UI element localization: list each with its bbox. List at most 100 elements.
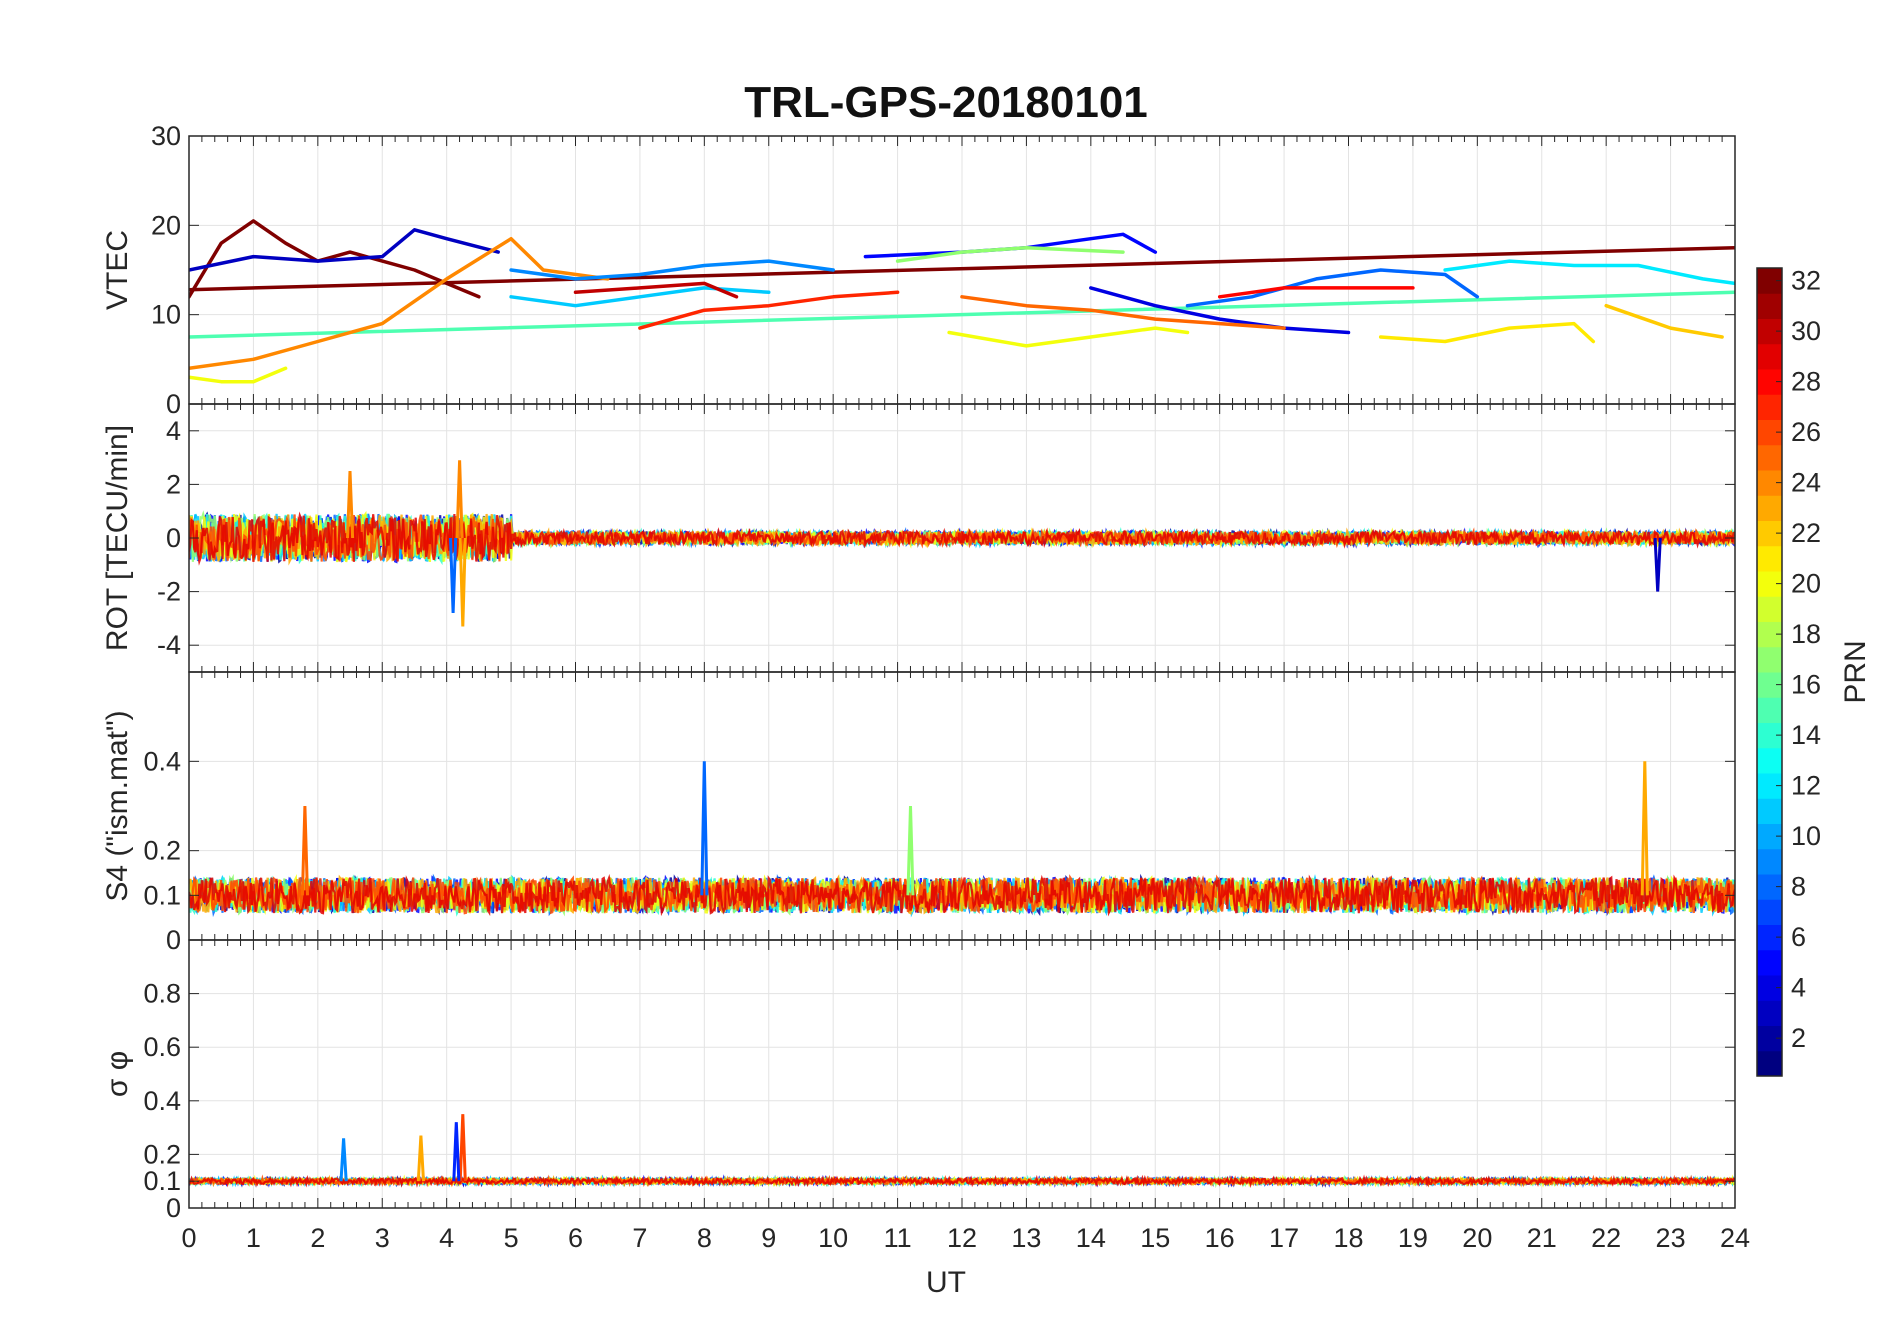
colorbar-label: PRN	[1839, 640, 1872, 703]
vtec-series-prn9	[509, 259, 835, 281]
y-tick-label: 0	[166, 925, 181, 955]
y-tick-label: 0.1	[143, 880, 181, 910]
spike-trace-prn3	[1653, 537, 1662, 592]
colorbar-tick-label: 24	[1791, 468, 1821, 498]
y-tick-label: 2	[166, 469, 181, 499]
y-tick-label: 0.6	[143, 1032, 181, 1062]
y-tick-label: 10	[151, 300, 181, 330]
y-tick-label: 0.1	[143, 1166, 181, 1196]
colorbar-bin	[1757, 949, 1782, 976]
colorbar-tick-label: 14	[1791, 720, 1821, 750]
colorbar-tick-label: 4	[1791, 973, 1806, 1003]
y-tick-label: 0.8	[143, 979, 181, 1009]
vtec-series-prn32	[189, 245, 1735, 292]
panel-plot-area	[189, 1114, 1735, 1189]
y-tick-label: 30	[151, 121, 181, 151]
vtec-series-prn25	[960, 295, 1286, 330]
vtec-series-prn12	[1443, 259, 1735, 286]
vtec-series-prn32	[189, 219, 481, 299]
x-tick-label: 4	[439, 1223, 454, 1253]
vtec-series-prn22	[1604, 303, 1724, 339]
vtec-series-prn24	[189, 236, 610, 371]
colorbar-tick-label: 26	[1791, 417, 1821, 447]
y-axis-label: ROT [TECU/min]	[101, 425, 134, 651]
panel-plot-area	[189, 460, 1735, 627]
y-tick-label: 20	[151, 210, 181, 240]
panel-4: 00.10.2 0.4 0.6 0.8 σ φ	[101, 939, 1736, 1223]
x-tick-label: 13	[1011, 1223, 1041, 1253]
colorbar-tick-label: 28	[1791, 367, 1821, 397]
vtec-series-prn30	[573, 281, 739, 299]
spike-trace-prn23	[1640, 761, 1649, 896]
colorbar-tick-label: 16	[1791, 670, 1821, 700]
x-tick-label: 19	[1398, 1223, 1428, 1253]
colorbar-tick-label: 20	[1791, 569, 1821, 599]
colorbar-tick-label: 18	[1791, 619, 1821, 649]
spike-trace-prn23	[416, 1135, 425, 1182]
colorbar-bin	[1757, 848, 1782, 875]
spike-trace-prn8	[449, 537, 458, 614]
colorbar-bin	[1757, 596, 1782, 622]
spike-trace-prn8	[700, 761, 709, 896]
y-tick-label: 0	[166, 389, 181, 419]
x-tick-label: 23	[1656, 1223, 1686, 1253]
x-tick-label: 15	[1140, 1223, 1170, 1253]
colorbar-frame	[1756, 267, 1783, 1077]
colorbar-bin	[1757, 293, 1782, 319]
x-tick-label: 0	[181, 1223, 196, 1253]
colorbar-bin	[1757, 545, 1782, 572]
x-axis-label: UT	[926, 1266, 966, 1299]
y-axis-label: σ φ	[101, 1051, 134, 1097]
noise-trace-prn26	[189, 514, 1735, 562]
panel-3: 0 0.1 0.2 0.4 S4 ("ism.mat")	[101, 671, 1736, 955]
y-tick-label: 0	[166, 523, 181, 553]
vtec-series-prn28	[1217, 286, 1415, 299]
x-tick-label: 3	[375, 1223, 390, 1253]
colorbar-bin	[1757, 1050, 1782, 1077]
colorbar-tick-label: 32	[1791, 266, 1821, 296]
x-tick-label: 22	[1591, 1223, 1621, 1253]
vtec-series-prn21	[1378, 321, 1596, 344]
spike-trace-prn26	[458, 1114, 467, 1182]
x-tick-label: 2	[310, 1223, 325, 1253]
x-tick-label: 10	[818, 1223, 848, 1253]
spike-trace-prn6	[452, 1122, 461, 1182]
vtec-series-prn4	[1089, 286, 1351, 335]
x-tick-label: 16	[1205, 1223, 1235, 1253]
x-tick-label: 9	[761, 1223, 776, 1253]
y-tick-label: 0	[166, 1193, 181, 1223]
colorbar-bin	[1757, 343, 1782, 370]
spike-trace-prn23	[458, 537, 467, 627]
vtec-series-prn11	[509, 286, 771, 308]
colorbar-bin	[1757, 1000, 1782, 1026]
noise-trace-prn29	[189, 873, 1735, 917]
colorbar-bin	[1757, 798, 1782, 824]
spike-trace-prn9	[339, 1138, 348, 1182]
y-axis-label: VTEC	[101, 230, 134, 310]
spike-trace-prn24	[455, 460, 464, 539]
colorbar-bin	[1757, 899, 1782, 925]
colorbar-tick-label: 6	[1791, 922, 1806, 952]
colorbar-bin	[1757, 697, 1782, 723]
colorbar-tick-label: 8	[1791, 872, 1806, 902]
colorbar-bin	[1757, 444, 1782, 471]
spike-trace-prn17	[906, 805, 915, 896]
vtec-series-prn20	[947, 326, 1190, 348]
x-tick-label: 5	[504, 1223, 519, 1253]
y-axis-label: S4 ("ism.mat")	[101, 710, 134, 901]
x-tick-label: 21	[1527, 1223, 1557, 1253]
x-tick-label: 8	[697, 1223, 712, 1253]
colorbar-tick-label: 2	[1791, 1023, 1806, 1053]
colorbar-bin	[1757, 495, 1782, 521]
panel-plot-area	[189, 219, 1735, 384]
spike-trace-prn25	[300, 805, 309, 896]
y-tick-label: 0.4	[143, 746, 181, 776]
y-tick-label: 4	[166, 416, 181, 446]
y-tick-label: 0.4	[143, 1086, 181, 1116]
x-tick-label: 17	[1269, 1223, 1299, 1253]
x-tick-label: 6	[568, 1223, 583, 1253]
panel-plot-area	[189, 761, 1735, 918]
